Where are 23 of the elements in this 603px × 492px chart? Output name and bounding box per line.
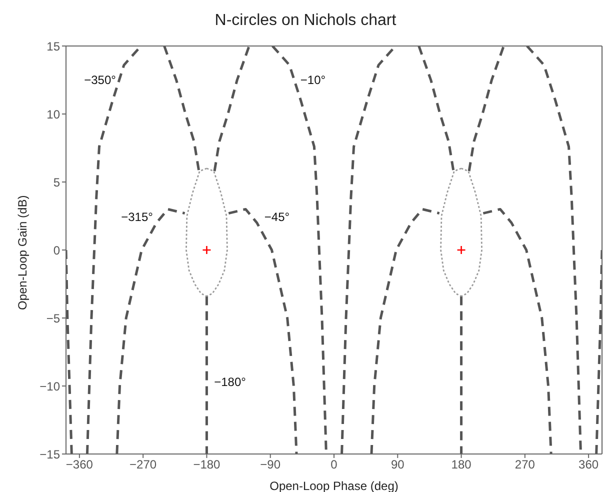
- x-tick-label: 0: [330, 458, 338, 472]
- x-tick-label: 270: [514, 458, 536, 472]
- x-tick-label: −360: [66, 458, 94, 472]
- y-tick-label: 10: [46, 107, 60, 122]
- annotation: −315°: [121, 210, 153, 224]
- y-tick-label: −10: [40, 379, 60, 394]
- x-tick-label: 360: [578, 458, 599, 472]
- x-tick-label: 180: [451, 458, 472, 472]
- annotation: −45°: [264, 210, 290, 224]
- y-axis-title: Open-Loop Gain (dB): [15, 195, 30, 310]
- annotation: −350°: [84, 73, 116, 87]
- y-tick-label: 5: [53, 175, 60, 190]
- annotation: −180°: [214, 375, 246, 389]
- y-tick-label: 0: [53, 243, 60, 258]
- chart-title: N-circles on Nichols chart: [214, 11, 398, 31]
- x-tick-label: −90: [260, 458, 281, 472]
- y-tick-label: 15: [46, 39, 60, 54]
- x-tick-label: 90: [390, 458, 405, 472]
- y-tick-label: −15: [40, 447, 60, 462]
- annotation: −10°: [300, 73, 326, 87]
- x-tick-label: −180: [193, 458, 221, 472]
- x-tick-label: −270: [130, 458, 157, 472]
- y-tick-label: −5: [46, 311, 60, 326]
